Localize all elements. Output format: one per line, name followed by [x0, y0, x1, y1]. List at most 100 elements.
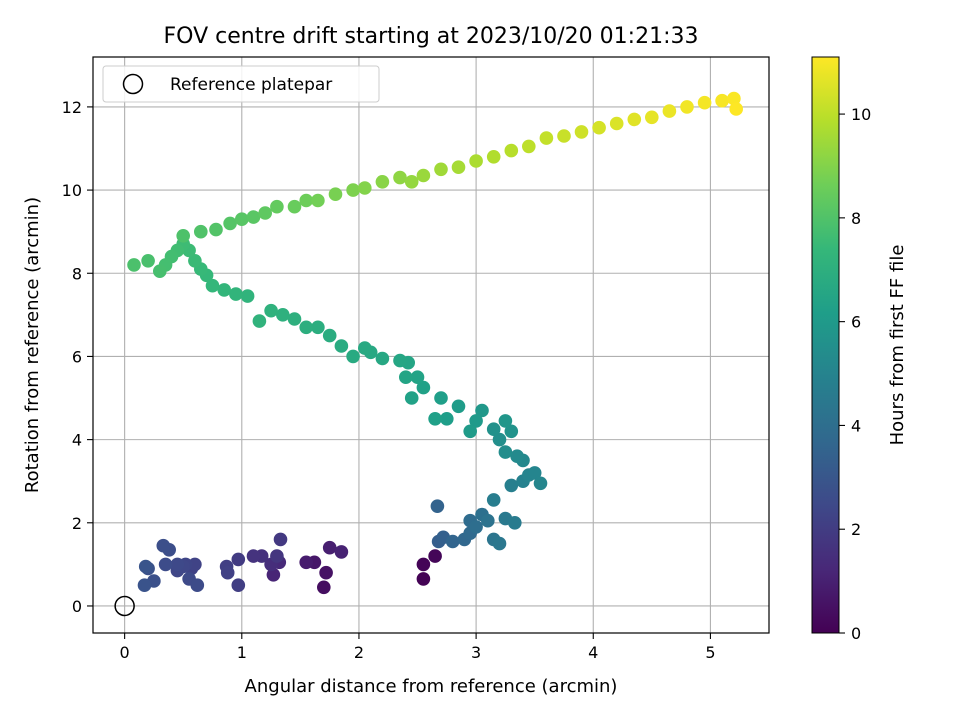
data-point: [434, 391, 448, 405]
data-point: [299, 193, 314, 208]
data-point: [557, 129, 571, 143]
reference-marker-group: [114, 595, 135, 617]
data-point: [486, 150, 501, 164]
data-point: [317, 580, 331, 595]
x-tick-label: 4: [588, 643, 598, 662]
data-point: [311, 193, 325, 208]
data-point: [229, 287, 243, 301]
data-point: [299, 320, 314, 335]
x-tick-label: 2: [354, 643, 364, 662]
data-point: [508, 516, 522, 530]
x-tick-label: 5: [705, 643, 715, 662]
data-point: [153, 264, 167, 279]
data-point: [334, 545, 349, 559]
data-point: [522, 139, 536, 154]
data-point: [240, 289, 255, 303]
data-point: [287, 199, 302, 214]
data-point: [273, 532, 288, 547]
y-axis-ticks: 0 2 4 6 8 10 12: [62, 98, 93, 616]
y-tick-label: 6: [72, 347, 82, 366]
data-point: [205, 278, 220, 293]
data-point: [188, 557, 202, 572]
y-tick-label: 0: [72, 597, 82, 616]
data-point: [416, 380, 431, 395]
data-point: [662, 104, 677, 118]
colorbar-tick-label: 2: [851, 520, 861, 539]
colorbar-tick-label: 10: [851, 105, 871, 124]
data-point: [375, 351, 390, 366]
data-point: [276, 308, 290, 322]
y-axis-label: Rotation from reference (arcmin): [22, 197, 43, 493]
plot-frame: [92, 56, 770, 634]
data-point: [220, 565, 235, 580]
data-point: [194, 224, 208, 239]
data-point: [475, 403, 489, 418]
chart-title: FOV centre drift starting at 2023/10/20 …: [164, 24, 699, 49]
data-point: [287, 312, 302, 326]
x-axis-ticks: 0 1 2 3 4 5: [120, 633, 716, 662]
data-point: [375, 175, 390, 189]
colorbar-tick-label: 6: [851, 313, 861, 332]
data-point: [463, 424, 478, 439]
data-point: [393, 170, 407, 185]
data-point: [715, 93, 729, 108]
data-point: [393, 353, 407, 368]
data-point: [469, 414, 483, 428]
data-point: [430, 499, 445, 513]
data-point: [235, 212, 249, 226]
data-point: [416, 557, 431, 572]
data-point: [346, 183, 360, 197]
data-point: [504, 478, 519, 493]
data-point: [258, 206, 273, 220]
data-point: [510, 449, 524, 464]
data-point: [264, 303, 278, 318]
data-point: [498, 445, 513, 459]
colorbar-tick-label: 0: [851, 624, 861, 643]
data-point: [209, 222, 223, 237]
y-tick-label: 4: [72, 431, 82, 450]
data-point: [445, 534, 460, 549]
data-point: [217, 283, 231, 297]
data-point: [270, 199, 284, 214]
y-tick-label: 12: [62, 98, 82, 117]
data-point: [504, 143, 519, 158]
x-axis-label: Angular distance from reference (arcmin): [245, 676, 618, 697]
data-point: [311, 320, 325, 335]
colorbar-tick-label: 8: [851, 209, 861, 228]
data-point: [223, 216, 237, 231]
grid: [93, 57, 769, 633]
data-point: [609, 116, 624, 131]
x-tick-label: 0: [120, 643, 130, 662]
data-point: [322, 540, 337, 555]
data-point: [322, 328, 337, 343]
data-point: [697, 95, 712, 110]
legend-marker-open-circle: [122, 73, 144, 95]
data-point: [416, 168, 431, 183]
colorbar-ticks: 0 2 4 6 8 10: [839, 105, 871, 643]
legend: Reference platepar: [102, 65, 380, 103]
data-point: [504, 424, 519, 439]
data-point: [727, 91, 741, 106]
data-point: [127, 258, 141, 272]
data-point: [270, 549, 284, 563]
data-point: [399, 370, 413, 385]
data-point: [539, 131, 554, 145]
data-point: [492, 432, 507, 447]
data-point: [527, 466, 542, 480]
data-point: [434, 162, 448, 177]
data-point: [498, 414, 513, 428]
data-point: [416, 572, 431, 586]
data-point: [574, 125, 589, 139]
data-point: [440, 412, 454, 426]
data-point: [188, 253, 202, 268]
data-point: [404, 175, 419, 189]
data-point: [486, 493, 501, 507]
data-point: [231, 552, 246, 567]
data-points: [127, 91, 743, 595]
y-tick-label: 10: [62, 181, 82, 200]
data-point: [492, 536, 507, 551]
data-point: [170, 557, 185, 572]
data-point: [486, 422, 501, 437]
data-point: [346, 349, 360, 364]
